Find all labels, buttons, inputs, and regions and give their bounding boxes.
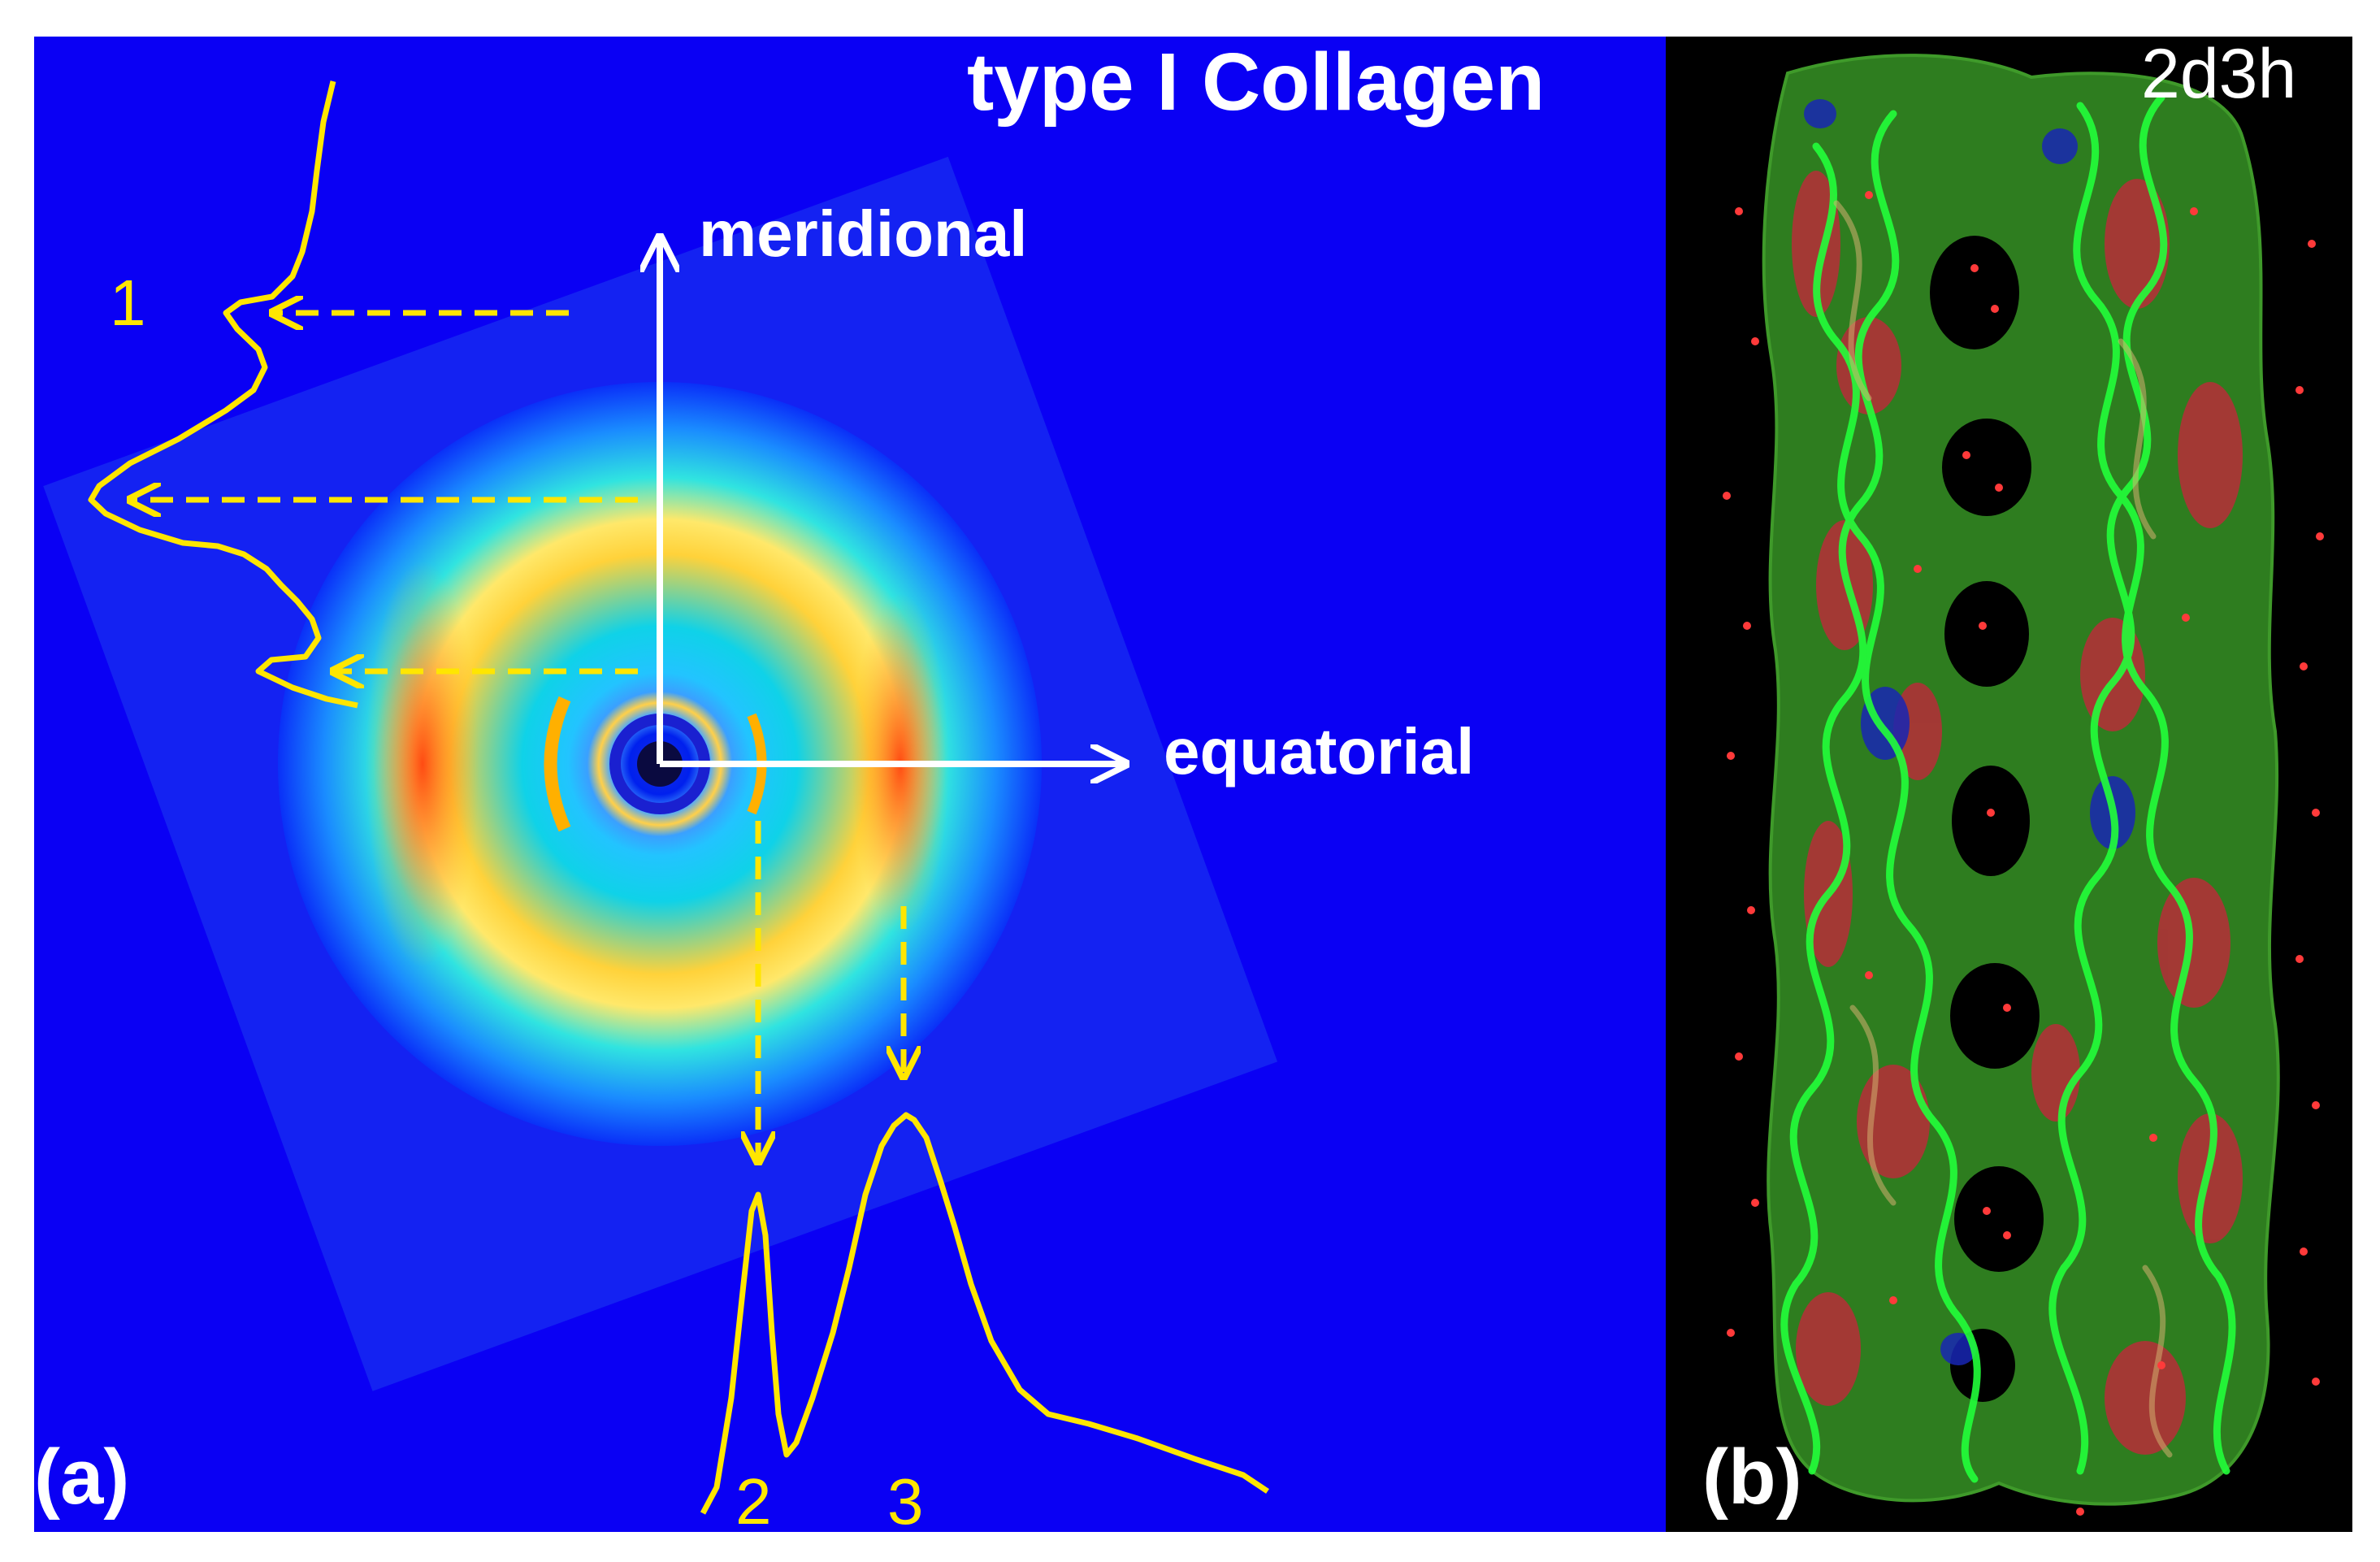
panel-b-label: (b) (1702, 1434, 1802, 1521)
peak-3-label: 3 (887, 1465, 924, 1538)
meridional-profile-curve (88, 80, 358, 709)
pdb-id-label: 2d3h (2141, 35, 2296, 113)
panel-a-title: type I Collagen (967, 37, 1545, 128)
panel-b: 2d3h (b) (1666, 35, 2352, 1532)
nitrogen-patches (1804, 99, 2135, 1365)
peak-1-label: 1 (110, 267, 146, 339)
surface-holes (1930, 236, 2044, 1402)
equatorial-label: equatorial (1164, 715, 1474, 788)
panel-a: type I Collagen meridional equatorial 1 … (34, 37, 1666, 1538)
meridional-label: meridional (699, 197, 1028, 270)
helix-ribbons-tan (1833, 200, 2173, 1458)
peak-2-label: 2 (735, 1465, 772, 1538)
panel-a-label: (a) (34, 1434, 129, 1521)
inner-arc-left (544, 696, 571, 832)
water-dots (1723, 191, 2324, 1516)
diffraction-arc-left (366, 561, 479, 967)
collagen-surface (1762, 54, 2280, 1506)
helix-ribbons (1780, 93, 2236, 1483)
equatorial-profile-curve (700, 1112, 1269, 1515)
